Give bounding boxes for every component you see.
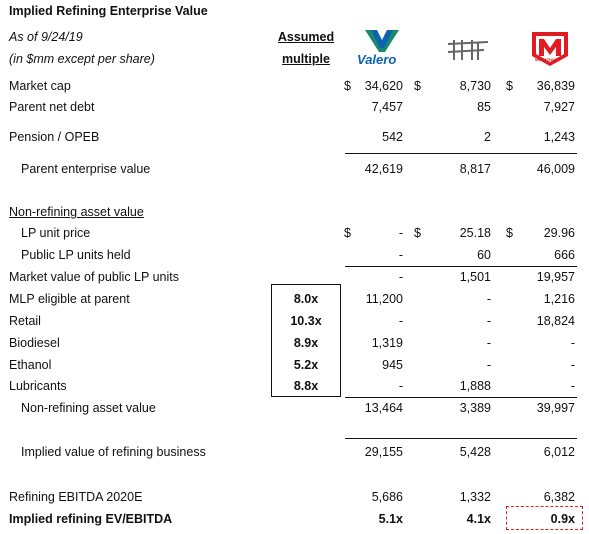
- row-label-implied-ev-ebitda: Implied refining EV/EBITDA: [9, 512, 173, 526]
- units-note: (in $mm except per share): [9, 52, 155, 66]
- marathon-pension: 1,243: [543, 130, 575, 144]
- hf-implied-refining: 5,428: [459, 445, 491, 459]
- dollar-sign: $: [506, 79, 513, 93]
- row-label-biodiesel: Biodiesel: [9, 336, 60, 350]
- dollar-sign: $: [344, 226, 351, 240]
- hf-pension: 2: [484, 130, 491, 144]
- marathon-lp-units: 666: [554, 248, 575, 262]
- marathon-logo: MARATHON: [528, 30, 572, 68]
- hf-net-debt: 85: [477, 100, 491, 114]
- dollar-sign: $: [414, 226, 421, 240]
- valero-mlp: 11,200: [365, 292, 403, 306]
- assumed-multiple-box: [271, 284, 341, 397]
- hf-ethanol: -: [486, 358, 491, 372]
- table-title: Implied Refining Enterprise Value: [9, 4, 208, 18]
- section-header-non-refining: Non-refining asset value: [9, 205, 144, 219]
- dollar-sign: $: [506, 226, 513, 240]
- lubricants-multiple: 8.8x: [293, 379, 319, 393]
- marathon-lp-value: 19,957: [536, 270, 575, 284]
- row-label-refining-ebitda: Refining EBITDA 2020E: [9, 490, 143, 504]
- valero-pension: 542: [382, 130, 403, 144]
- row-label-implied-refining: Implied value of refining business: [21, 445, 206, 459]
- hf-market-cap: 8,730: [459, 79, 491, 93]
- hf-lubricants: 1,888: [459, 379, 491, 393]
- row-label-ethanol: Ethanol: [9, 358, 52, 372]
- valero-ebitda: 5,686: [371, 490, 403, 504]
- multiple-header: multiple: [282, 52, 330, 66]
- row-label-lp-unit-price: LP unit price: [21, 226, 91, 240]
- subtotal-rule: [345, 397, 577, 398]
- row-label-non-refining-total: Non-refining asset value: [21, 401, 156, 415]
- valero-retail: -: [398, 314, 403, 328]
- valero-logo: Valero: [357, 28, 407, 68]
- dollar-sign: $: [414, 79, 421, 93]
- marathon-non-refining: 39,997: [536, 401, 575, 415]
- row-label-parent-net-debt: Parent net debt: [9, 100, 95, 114]
- marathon-ev-ebitda: 0.9x: [550, 512, 575, 526]
- marathon-lp-price: 29.96: [543, 226, 575, 240]
- marathon-logo-text: MARATHON: [535, 57, 559, 62]
- marathon-ebitda: 6,382: [543, 490, 575, 504]
- dollar-sign: $: [344, 79, 351, 93]
- valero-lp-value: -: [398, 270, 403, 284]
- hf-non-refining: 3,389: [459, 401, 491, 415]
- row-label-market-value-lp: Market value of public LP units: [9, 270, 180, 284]
- row-label-lubricants: Lubricants: [9, 379, 67, 393]
- marathon-retail: 18,824: [536, 314, 575, 328]
- valero-market-cap: 34,620: [364, 79, 403, 93]
- marathon-mlp: 1,216: [543, 292, 575, 306]
- row-label-market-cap: Market cap: [9, 79, 71, 93]
- highlight-box: [506, 506, 583, 530]
- mlp-multiple: 8.0x: [293, 292, 319, 306]
- assumed-header: Assumed: [277, 30, 335, 44]
- hollyfrontier-hf-logo-icon: [447, 40, 489, 60]
- subtotal-rule: [345, 153, 577, 154]
- valero-lp-price: -: [398, 226, 403, 240]
- valero-lubricants: -: [398, 379, 403, 393]
- marathon-m-logo-icon: [532, 32, 568, 66]
- valero-ev-ebitda: 5.1x: [378, 512, 403, 526]
- valero-net-debt: 7,457: [371, 100, 403, 114]
- retail-multiple: 10.3x: [290, 314, 322, 328]
- marathon-lubricants: -: [570, 379, 575, 393]
- marathon-parent-ev: 46,009: [536, 162, 575, 176]
- hf-biodiesel: -: [486, 336, 491, 350]
- hf-ebitda: 1,332: [459, 490, 491, 504]
- valero-v-logo-icon: [365, 30, 399, 52]
- valero-logo-text: Valero: [357, 52, 397, 67]
- biodiesel-multiple: 8.9x: [293, 336, 319, 350]
- as-of-date: As of 9/24/19: [9, 30, 83, 44]
- valero-lp-units: -: [398, 248, 403, 262]
- hf-parent-ev: 8,817: [459, 162, 491, 176]
- ethanol-multiple: 5.2x: [293, 358, 319, 372]
- hf-mlp: -: [486, 292, 491, 306]
- row-label-public-lp-units: Public LP units held: [21, 248, 131, 262]
- hf-ev-ebitda: 4.1x: [466, 512, 491, 526]
- marathon-biodiesel: -: [570, 336, 575, 350]
- marathon-ethanol: -: [570, 358, 575, 372]
- marathon-market-cap: 36,839: [536, 79, 575, 93]
- hf-lp-value: 1,501: [459, 270, 491, 284]
- hf-lp-price: 25.18: [459, 226, 491, 240]
- marathon-implied-refining: 6,012: [543, 445, 575, 459]
- hf-lp-units: 60: [477, 248, 491, 262]
- hf-retail: -: [486, 314, 491, 328]
- marathon-net-debt: 7,927: [543, 100, 575, 114]
- row-label-pension: Pension / OPEB: [9, 130, 100, 144]
- row-label-parent-ev: Parent enterprise value: [21, 162, 151, 176]
- subtotal-rule: [345, 438, 577, 439]
- row-label-mlp-eligible: MLP eligible at parent: [9, 292, 130, 306]
- row-label-retail: Retail: [9, 314, 41, 328]
- hf-logo: [444, 38, 492, 62]
- subtotal-rule: [345, 266, 577, 267]
- valero-biodiesel: 1,319: [371, 336, 403, 350]
- valero-ethanol: 945: [382, 358, 403, 372]
- valero-implied-refining: 29,155: [364, 445, 403, 459]
- valero-parent-ev: 42,619: [364, 162, 403, 176]
- valero-non-refining: 13,464: [364, 401, 403, 415]
